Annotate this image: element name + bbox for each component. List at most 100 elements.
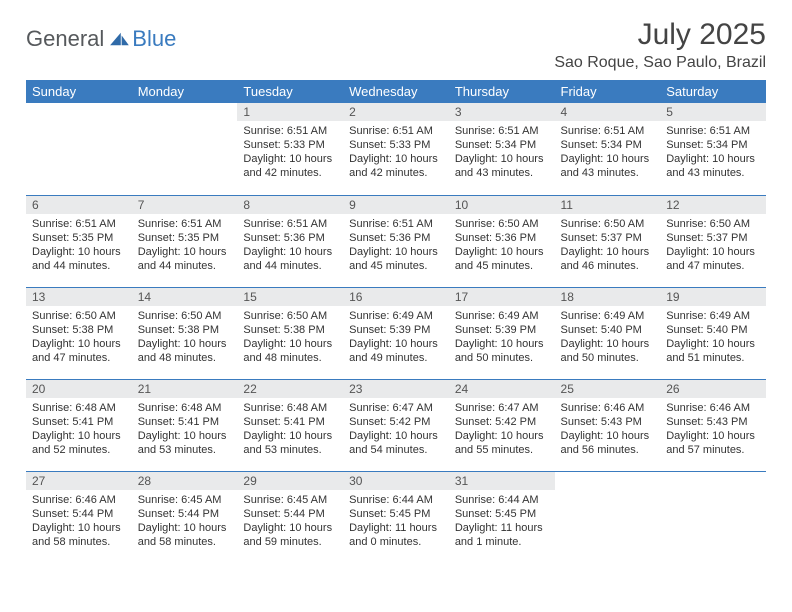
sunrise-line: Sunrise: 6:49 AM [349, 309, 443, 323]
day-number: 23 [343, 380, 449, 398]
calendar-cell: 8Sunrise: 6:51 AMSunset: 5:36 PMDaylight… [237, 195, 343, 287]
daylight-line: Daylight: 10 hours and 51 minutes. [666, 337, 760, 365]
sunset-line: Sunset: 5:37 PM [561, 231, 655, 245]
sunset-line: Sunset: 5:33 PM [243, 138, 337, 152]
daylight-line: Daylight: 10 hours and 53 minutes. [138, 429, 232, 457]
sunrise-line: Sunrise: 6:50 AM [32, 309, 126, 323]
day-header-row: SundayMondayTuesdayWednesdayThursdayFrid… [26, 80, 766, 103]
day-body: Sunrise: 6:51 AMSunset: 5:34 PMDaylight:… [449, 121, 555, 184]
calendar-cell: 23Sunrise: 6:47 AMSunset: 5:42 PMDayligh… [343, 379, 449, 471]
calendar-cell: 24Sunrise: 6:47 AMSunset: 5:42 PMDayligh… [449, 379, 555, 471]
daylight-line: Daylight: 10 hours and 47 minutes. [666, 245, 760, 273]
calendar-cell: 9Sunrise: 6:51 AMSunset: 5:36 PMDaylight… [343, 195, 449, 287]
sunset-line: Sunset: 5:36 PM [455, 231, 549, 245]
sunrise-line: Sunrise: 6:50 AM [243, 309, 337, 323]
day-body: Sunrise: 6:50 AMSunset: 5:37 PMDaylight:… [555, 214, 661, 277]
daylight-line: Daylight: 10 hours and 52 minutes. [32, 429, 126, 457]
day-header: Saturday [660, 80, 766, 103]
sunset-line: Sunset: 5:43 PM [666, 415, 760, 429]
calendar-table: SundayMondayTuesdayWednesdayThursdayFrid… [26, 80, 766, 563]
daylight-line: Daylight: 10 hours and 43 minutes. [666, 152, 760, 180]
sunset-line: Sunset: 5:41 PM [243, 415, 337, 429]
daylight-line: Daylight: 10 hours and 50 minutes. [455, 337, 549, 365]
day-number: 12 [660, 196, 766, 214]
sunset-line: Sunset: 5:34 PM [561, 138, 655, 152]
sunset-line: Sunset: 5:40 PM [666, 323, 760, 337]
day-body: Sunrise: 6:49 AMSunset: 5:40 PMDaylight:… [660, 306, 766, 369]
sunset-line: Sunset: 5:36 PM [349, 231, 443, 245]
day-body: Sunrise: 6:51 AMSunset: 5:33 PMDaylight:… [343, 121, 449, 184]
day-number: 5 [660, 103, 766, 121]
calendar-week: 1Sunrise: 6:51 AMSunset: 5:33 PMDaylight… [26, 103, 766, 195]
daylight-line: Daylight: 10 hours and 43 minutes. [455, 152, 549, 180]
day-body: Sunrise: 6:51 AMSunset: 5:36 PMDaylight:… [343, 214, 449, 277]
sunrise-line: Sunrise: 6:51 AM [666, 124, 760, 138]
sunrise-line: Sunrise: 6:51 AM [138, 217, 232, 231]
daylight-line: Daylight: 10 hours and 53 minutes. [243, 429, 337, 457]
day-number: 16 [343, 288, 449, 306]
day-body: Sunrise: 6:44 AMSunset: 5:45 PMDaylight:… [343, 490, 449, 553]
location-subtitle: Sao Roque, Sao Paulo, Brazil [554, 54, 766, 72]
daylight-line: Daylight: 10 hours and 45 minutes. [455, 245, 549, 273]
daylight-line: Daylight: 10 hours and 58 minutes. [32, 521, 126, 549]
calendar-cell: 4Sunrise: 6:51 AMSunset: 5:34 PMDaylight… [555, 103, 661, 195]
sunrise-line: Sunrise: 6:51 AM [349, 217, 443, 231]
sunrise-line: Sunrise: 6:46 AM [561, 401, 655, 415]
calendar-cell: 20Sunrise: 6:48 AMSunset: 5:41 PMDayligh… [26, 379, 132, 471]
day-number: 7 [132, 196, 238, 214]
day-body: Sunrise: 6:46 AMSunset: 5:43 PMDaylight:… [660, 398, 766, 461]
day-number: 15 [237, 288, 343, 306]
day-body: Sunrise: 6:51 AMSunset: 5:34 PMDaylight:… [555, 121, 661, 184]
sunrise-line: Sunrise: 6:45 AM [138, 493, 232, 507]
daylight-line: Daylight: 10 hours and 58 minutes. [138, 521, 232, 549]
day-body: Sunrise: 6:51 AMSunset: 5:35 PMDaylight:… [26, 214, 132, 277]
day-number: 4 [555, 103, 661, 121]
sunrise-line: Sunrise: 6:47 AM [455, 401, 549, 415]
day-number: 11 [555, 196, 661, 214]
day-body: Sunrise: 6:51 AMSunset: 5:35 PMDaylight:… [132, 214, 238, 277]
sunrise-line: Sunrise: 6:47 AM [349, 401, 443, 415]
sunset-line: Sunset: 5:33 PM [349, 138, 443, 152]
day-number: 27 [26, 472, 132, 490]
sunrise-line: Sunrise: 6:48 AM [32, 401, 126, 415]
day-body: Sunrise: 6:48 AMSunset: 5:41 PMDaylight:… [237, 398, 343, 461]
day-number: 1 [237, 103, 343, 121]
calendar-cell: 30Sunrise: 6:44 AMSunset: 5:45 PMDayligh… [343, 471, 449, 563]
day-number: 6 [26, 196, 132, 214]
calendar-cell: 17Sunrise: 6:49 AMSunset: 5:39 PMDayligh… [449, 287, 555, 379]
day-body: Sunrise: 6:48 AMSunset: 5:41 PMDaylight:… [26, 398, 132, 461]
sunrise-line: Sunrise: 6:51 AM [32, 217, 126, 231]
calendar-week: 27Sunrise: 6:46 AMSunset: 5:44 PMDayligh… [26, 471, 766, 563]
day-number: 30 [343, 472, 449, 490]
sunrise-line: Sunrise: 6:51 AM [349, 124, 443, 138]
day-body: Sunrise: 6:49 AMSunset: 5:39 PMDaylight:… [343, 306, 449, 369]
sunrise-line: Sunrise: 6:50 AM [138, 309, 232, 323]
calendar-cell: 18Sunrise: 6:49 AMSunset: 5:40 PMDayligh… [555, 287, 661, 379]
daylight-line: Daylight: 10 hours and 48 minutes. [138, 337, 232, 365]
calendar-cell: 5Sunrise: 6:51 AMSunset: 5:34 PMDaylight… [660, 103, 766, 195]
sunset-line: Sunset: 5:39 PM [349, 323, 443, 337]
calendar-week: 13Sunrise: 6:50 AMSunset: 5:38 PMDayligh… [26, 287, 766, 379]
day-body: Sunrise: 6:50 AMSunset: 5:37 PMDaylight:… [660, 214, 766, 277]
calendar-cell: 16Sunrise: 6:49 AMSunset: 5:39 PMDayligh… [343, 287, 449, 379]
sunset-line: Sunset: 5:42 PM [349, 415, 443, 429]
day-body: Sunrise: 6:48 AMSunset: 5:41 PMDaylight:… [132, 398, 238, 461]
sunset-line: Sunset: 5:38 PM [138, 323, 232, 337]
day-body: Sunrise: 6:50 AMSunset: 5:38 PMDaylight:… [237, 306, 343, 369]
sunset-line: Sunset: 5:37 PM [666, 231, 760, 245]
calendar-cell [26, 103, 132, 195]
day-number: 24 [449, 380, 555, 398]
daylight-line: Daylight: 10 hours and 47 minutes. [32, 337, 126, 365]
calendar-cell: 7Sunrise: 6:51 AMSunset: 5:35 PMDaylight… [132, 195, 238, 287]
calendar-cell: 3Sunrise: 6:51 AMSunset: 5:34 PMDaylight… [449, 103, 555, 195]
title-block: July 2025 Sao Roque, Sao Paulo, Brazil [554, 18, 766, 72]
calendar-body: 1Sunrise: 6:51 AMSunset: 5:33 PMDaylight… [26, 103, 766, 563]
sunrise-line: Sunrise: 6:51 AM [243, 217, 337, 231]
calendar-cell [555, 471, 661, 563]
sunset-line: Sunset: 5:44 PM [243, 507, 337, 521]
sunset-line: Sunset: 5:34 PM [455, 138, 549, 152]
calendar-week: 6Sunrise: 6:51 AMSunset: 5:35 PMDaylight… [26, 195, 766, 287]
day-number: 8 [237, 196, 343, 214]
day-header: Sunday [26, 80, 132, 103]
day-body: Sunrise: 6:46 AMSunset: 5:44 PMDaylight:… [26, 490, 132, 553]
